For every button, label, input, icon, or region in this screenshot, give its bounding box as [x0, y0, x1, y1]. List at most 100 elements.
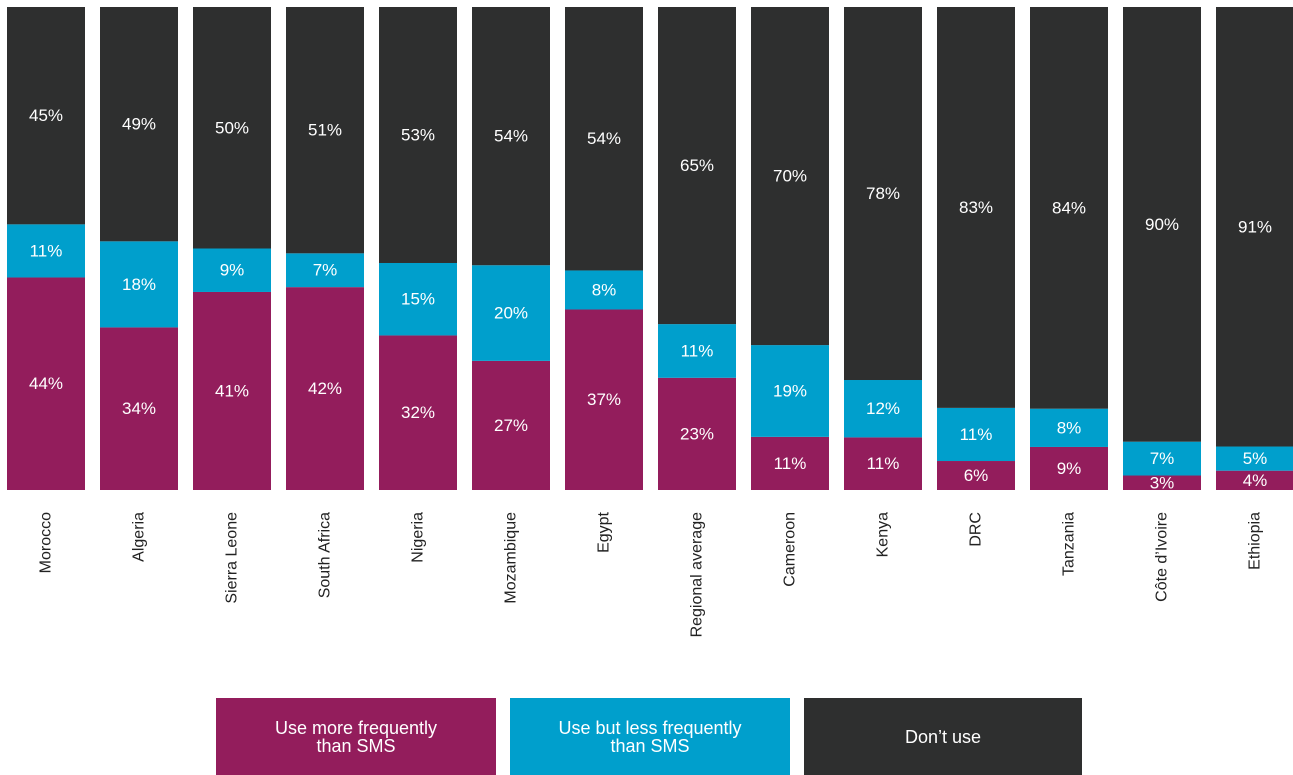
value-label-less-frequent: 7%	[1150, 449, 1175, 468]
bar-segment-dont-use	[286, 7, 364, 254]
category-label: Morocco	[38, 512, 55, 573]
bar-segment-dont-use	[1216, 7, 1293, 447]
bar-segment-dont-use	[751, 7, 829, 346]
value-label-less-frequent: 12%	[866, 399, 900, 418]
bar-segment-dont-use	[193, 7, 271, 249]
bar-segment-more-frequent	[1030, 446, 1108, 490]
bar-segment-more-frequent	[379, 335, 457, 490]
bar-segment-less-frequent	[1123, 441, 1201, 476]
category-label: Kenya	[875, 512, 892, 557]
bar-segment-less-frequent	[1030, 408, 1108, 447]
value-label-dont-use: 50%	[215, 118, 249, 137]
value-label-more-frequent: 27%	[494, 416, 528, 435]
bar-segment-less-frequent	[100, 241, 178, 328]
bar-segment-more-frequent	[844, 437, 922, 490]
bar-segment-dont-use	[7, 7, 85, 225]
bar-segment-more-frequent	[751, 436, 829, 490]
bar-segment-more-frequent	[7, 277, 85, 490]
bar-segment-more-frequent	[472, 360, 550, 490]
legend-more-frequent: Use more frequently than SMS	[216, 698, 496, 775]
value-label-dont-use: 65%	[680, 156, 714, 175]
legend-dont-use-label: Don’t use	[904, 726, 982, 747]
value-label-more-frequent: 4%	[1243, 471, 1268, 490]
value-label-less-frequent: 20%	[494, 304, 528, 323]
legend-dont-use: Don’t use	[804, 698, 1082, 775]
value-label-more-frequent: 3%	[1150, 473, 1175, 492]
category-label: Ethiopia	[1247, 512, 1264, 570]
bar-segment-more-frequent	[658, 377, 736, 490]
category-label: Tanzania	[1061, 512, 1078, 576]
value-label-less-frequent: 19%	[773, 381, 807, 400]
category-label: South Africa	[317, 512, 334, 598]
value-label-less-frequent: 11%	[681, 341, 714, 360]
value-label-dont-use: 91%	[1238, 217, 1272, 236]
bar-segment-more-frequent	[100, 327, 178, 490]
bar-segment-less-frequent	[193, 248, 271, 292]
value-label-dont-use: 45%	[29, 106, 63, 125]
stacked-bar-chart: 44% 11% 45% Morocco 34% 18% 49% Algeria 41% 9% 50%…	[7, 7, 1293, 638]
bar-segment-dont-use	[565, 7, 643, 271]
legend-less-frequent-line1: Use but less frequently	[558, 717, 742, 738]
legend-less-frequent-line2: than SMS	[610, 735, 690, 756]
category-label: Regional average	[689, 512, 706, 638]
value-label-dont-use: 84%	[1052, 198, 1086, 217]
bar-segment-less-frequent	[751, 345, 829, 437]
value-label-dont-use: 54%	[587, 129, 621, 148]
bar-segment-less-frequent	[844, 380, 922, 438]
value-label-more-frequent: 34%	[122, 399, 156, 418]
bar-segment-more-frequent	[193, 291, 271, 490]
value-label-less-frequent: 8%	[592, 280, 617, 299]
value-label-more-frequent: 32%	[401, 403, 435, 422]
bar-segment-dont-use	[1030, 7, 1108, 409]
legend-less-frequent: Use but less frequently than SMS	[510, 698, 790, 775]
bar-segment-less-frequent	[937, 407, 1015, 462]
value-label-dont-use: 78%	[866, 184, 900, 203]
bar-segment-more-frequent	[1216, 470, 1293, 490]
category-label: Nigeria	[410, 512, 427, 563]
value-label-more-frequent: 11%	[867, 454, 900, 473]
bar-segment-more-frequent	[286, 287, 364, 490]
value-label-less-frequent: 5%	[1243, 449, 1268, 468]
legend-more-frequent-line1: Use more frequently	[274, 717, 438, 738]
value-label-more-frequent: 9%	[1057, 459, 1082, 478]
bar-segment-dont-use	[937, 7, 1015, 408]
value-label-less-frequent: 11%	[30, 241, 63, 260]
bar-segment-more-frequent	[937, 461, 1015, 490]
bar-segment-dont-use	[100, 7, 178, 242]
value-label-less-frequent: 9%	[220, 261, 245, 280]
bar-segment-less-frequent	[286, 253, 364, 288]
value-label-dont-use: 70%	[773, 167, 807, 186]
category-label: DRC	[968, 512, 985, 547]
category-label: Sierra Leone	[224, 512, 241, 604]
value-label-less-frequent: 15%	[401, 290, 435, 309]
category-label: Mozambique	[503, 512, 520, 604]
value-label-more-frequent: 44%	[29, 374, 63, 393]
category-label: Côte d’Ivoire	[1154, 512, 1171, 602]
value-label-less-frequent: 7%	[313, 261, 338, 280]
bar-segment-dont-use	[379, 7, 457, 263]
value-label-dont-use: 54%	[494, 127, 528, 146]
value-label-more-frequent: 41%	[215, 381, 249, 400]
value-label-less-frequent: 11%	[960, 425, 993, 444]
legend-more-frequent-line2: than SMS	[316, 735, 396, 756]
bar-segment-more-frequent	[565, 309, 643, 490]
value-label-more-frequent: 42%	[308, 379, 342, 398]
bar-segment-dont-use	[658, 7, 736, 325]
value-label-more-frequent: 6%	[964, 466, 989, 485]
value-label-more-frequent: 11%	[774, 454, 807, 473]
category-label: Egypt	[596, 511, 613, 552]
category-label: Algeria	[131, 512, 148, 562]
bar-segment-dont-use	[472, 7, 550, 266]
bar-segment-less-frequent	[1216, 446, 1293, 471]
value-label-dont-use: 51%	[308, 121, 342, 140]
bar-segment-less-frequent	[379, 262, 457, 336]
value-label-dont-use: 83%	[959, 198, 993, 217]
value-label-dont-use: 90%	[1145, 215, 1179, 234]
value-label-dont-use: 49%	[122, 115, 156, 134]
bar-segment-dont-use	[1123, 7, 1201, 442]
value-label-less-frequent: 8%	[1057, 418, 1082, 437]
bar-segment-more-frequent	[1123, 475, 1201, 490]
bar-segment-less-frequent	[565, 270, 643, 310]
value-label-more-frequent: 23%	[680, 424, 714, 443]
category-label: Cameroon	[782, 512, 799, 587]
